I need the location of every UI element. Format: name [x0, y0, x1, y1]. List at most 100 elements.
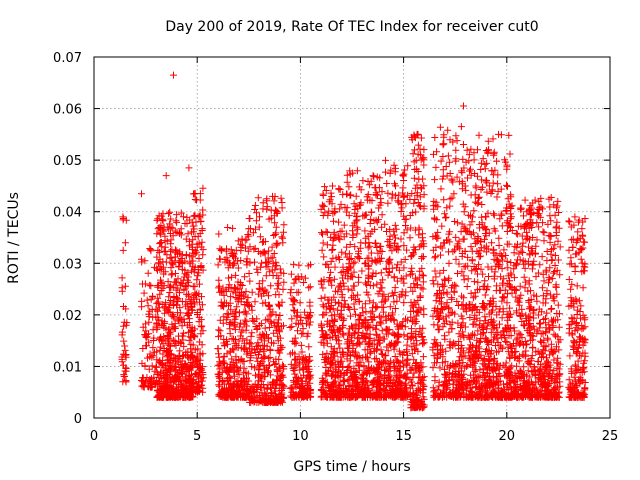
data-point [437, 157, 445, 165]
data-point [138, 255, 145, 263]
data-point [449, 390, 457, 398]
data-point [431, 387, 439, 395]
data-point [420, 191, 428, 199]
data-point [479, 330, 487, 338]
data-point [141, 257, 149, 265]
data-point [411, 184, 419, 192]
data-point [378, 211, 386, 219]
data-point [344, 303, 352, 311]
data-point [118, 353, 126, 361]
data-point [265, 335, 272, 343]
data-point [260, 353, 268, 361]
data-point [147, 379, 155, 387]
data-point [459, 328, 467, 336]
data-point [484, 137, 492, 145]
data-point [488, 265, 496, 273]
data-point [400, 299, 408, 307]
data-point [415, 226, 423, 234]
data-point [344, 338, 352, 346]
data-point [180, 286, 188, 294]
data-point [503, 228, 511, 235]
data-point [409, 287, 417, 295]
data-point [153, 230, 161, 238]
data-point [227, 306, 235, 314]
data-point [506, 223, 514, 231]
data-point [376, 201, 384, 209]
data-point [265, 397, 273, 405]
data-point [495, 242, 503, 249]
data-point [347, 312, 354, 320]
data-point [167, 223, 175, 231]
data-point [365, 261, 373, 269]
data-point [391, 353, 399, 360]
data-point [458, 268, 466, 276]
data-point [280, 228, 287, 236]
data-point [406, 271, 414, 279]
data-point [400, 363, 407, 371]
data-point [183, 368, 191, 376]
data-point [225, 274, 232, 282]
data-point [218, 246, 226, 253]
data-point [432, 163, 440, 171]
data-point [437, 251, 444, 259]
data-point [185, 319, 193, 326]
data-point [279, 361, 287, 369]
data-point [233, 363, 241, 371]
data-point [266, 347, 274, 354]
data-point [324, 317, 332, 325]
data-point [253, 209, 260, 217]
data-point [256, 391, 264, 399]
data-point [343, 230, 351, 238]
data-point [267, 282, 275, 290]
data-point [502, 207, 510, 215]
data-point [484, 263, 492, 271]
data-point [408, 190, 416, 197]
data-point [242, 288, 250, 296]
data-point [381, 367, 388, 374]
data-point [239, 357, 247, 365]
data-point [446, 228, 454, 236]
data-point [451, 310, 459, 318]
data-point [390, 317, 398, 325]
data-point [262, 272, 270, 280]
data-point [320, 311, 328, 319]
data-point [383, 325, 391, 333]
data-point [254, 357, 262, 365]
data-point [161, 386, 169, 394]
data-point [473, 247, 481, 255]
data-point [506, 150, 514, 158]
data-point [197, 366, 205, 374]
data-point [372, 239, 380, 247]
data-point [366, 297, 374, 305]
data-point [382, 393, 390, 401]
data-point [265, 292, 272, 300]
data-point [327, 305, 335, 313]
data-point [336, 344, 344, 352]
data-point [501, 371, 509, 379]
data-point [470, 229, 477, 237]
data-point [164, 356, 172, 364]
data-point [139, 280, 146, 288]
data-point [256, 213, 263, 221]
data-point [446, 238, 454, 246]
data-point [257, 320, 265, 328]
data-point [339, 263, 347, 271]
data-point [370, 217, 378, 225]
data-point [319, 190, 327, 198]
data-point [458, 367, 465, 375]
data-point [343, 190, 350, 198]
data-point [276, 265, 284, 273]
data-point [267, 254, 275, 262]
data-point [352, 296, 360, 303]
data-point [376, 257, 384, 265]
data-point [383, 180, 391, 187]
data-point [184, 312, 192, 320]
data-point [337, 269, 345, 277]
data-point [259, 249, 267, 257]
data-point [432, 273, 440, 281]
data-point [387, 357, 395, 365]
data-point [459, 305, 467, 313]
data-point [485, 146, 492, 154]
data-point [337, 306, 345, 314]
data-point [294, 327, 301, 335]
